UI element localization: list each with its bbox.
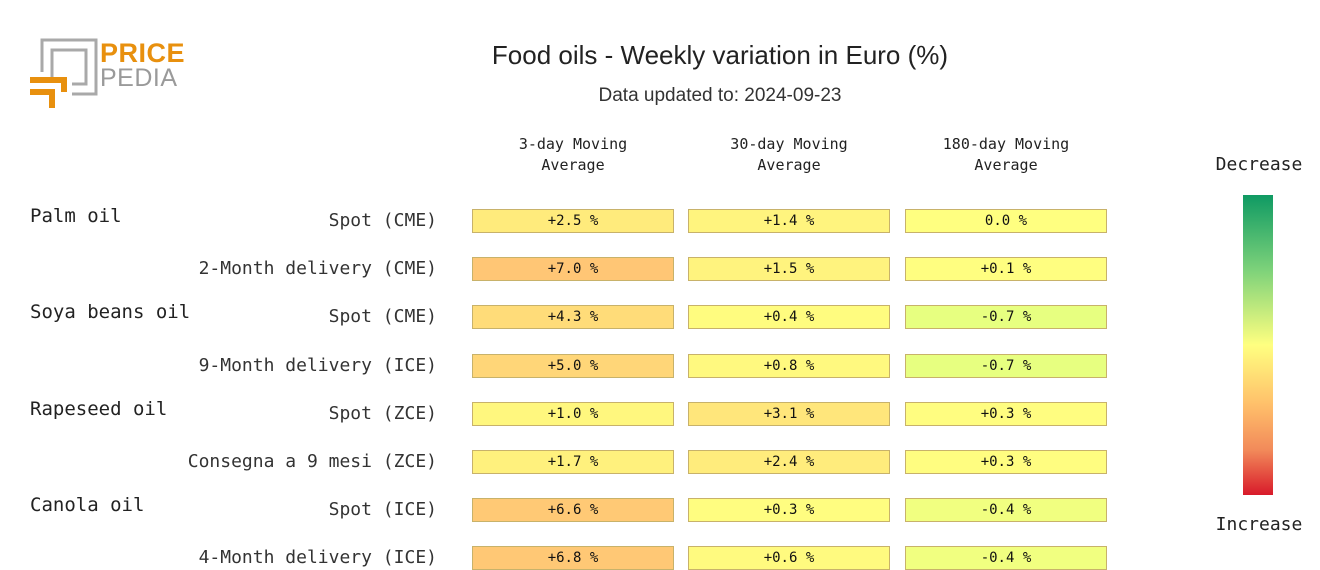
logo-text-price: PRICE [100,38,186,68]
group-label: Soya beans oil [30,301,191,324]
column-header: 30-day Moving Average [688,134,890,176]
row-label: 2-Month delivery (CME) [198,258,437,280]
value-cell: +0.3 % [905,401,1107,426]
value-cell: +0.8 % [688,353,890,378]
value-cell: +3.1 % [688,401,890,426]
value-cell: +5.0 % [472,353,674,378]
value-cell: +1.0 % [472,401,674,426]
column-header-line: Average [541,156,605,174]
color-scale-bar [1243,195,1273,495]
value-cell: +0.3 % [905,450,1107,474]
value-cell: +0.6 % [688,546,890,570]
value-cell: -0.4 % [905,546,1107,570]
row-label: 9-Month delivery (ICE) [198,354,437,376]
column-header: 180-day Moving Average [905,134,1107,176]
chart-title: Food oils - Weekly variation in Euro (%) [491,40,949,70]
column-header-line: Average [757,156,821,174]
value-cell: +1.7 % [472,450,674,474]
logo-text-pedia: PEDIA [100,64,178,92]
logo-mark-icon [30,38,98,108]
value-cell: +6.6 % [472,498,674,523]
value-cell: +0.1 % [905,257,1107,282]
value-cell: 0.0 % [905,209,1107,233]
value-cell: -0.7 % [905,305,1107,330]
value-cell: +4.3 % [472,305,674,330]
value-cell: +6.8 % [472,546,674,570]
column-header: 3-day Moving Average [472,134,674,176]
value-cell: +2.4 % [688,450,890,474]
column-header-line: Average [974,156,1038,174]
row-label: 4-Month delivery (ICE) [198,547,437,569]
row-label: Spot (CME) [328,306,437,328]
pricepedia-logo: PRICE PEDIA [28,36,188,112]
value-cell: +1.5 % [688,257,890,282]
value-cell: -0.4 % [905,498,1107,523]
value-cell: -0.7 % [905,353,1107,378]
row-label: Consegna a 9 mesi (ZCE) [187,451,437,472]
column-header-line: 3-day Moving [518,135,628,153]
row-label: Spot (CME) [328,210,437,231]
row-label: Spot (ICE) [328,499,437,521]
legend-increase-label: Increase [1215,514,1303,535]
value-cell: +0.4 % [688,305,890,330]
legend-decrease-label: Decrease [1215,154,1303,175]
group-label: Canola oil [30,494,145,517]
group-label: Rapeseed oil [30,397,168,420]
value-cell: +7.0 % [472,257,674,282]
chart-subtitle: Data updated to: 2024-09-23 [598,85,842,106]
column-header-line: 30-day Moving [730,135,848,153]
value-cell: +1.4 % [688,209,890,233]
column-header-line: 180-day Moving [942,135,1070,153]
value-cell: +0.3 % [688,498,890,523]
row-label: Spot (ZCE) [328,402,437,424]
value-cell: +2.5 % [472,209,674,233]
group-label: Palm oil [30,205,122,227]
